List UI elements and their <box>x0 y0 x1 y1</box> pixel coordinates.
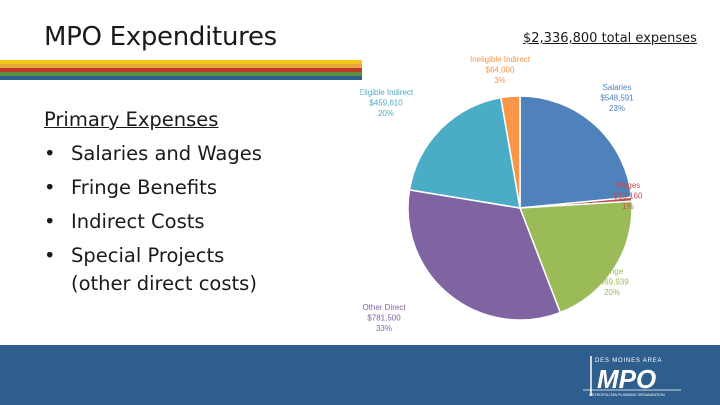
data-label-category: Salaries <box>603 83 632 92</box>
slide-title: MPO Expenditures <box>44 22 277 52</box>
list-item: • Indirect Costs <box>44 205 262 239</box>
list-item: • Salaries and Wages <box>44 137 262 171</box>
data-label-category: Fringe <box>601 267 624 276</box>
data-label-category: Ineligible Indirect <box>470 55 531 64</box>
data-label-category: Other Direct <box>362 303 406 312</box>
primary-expenses-heading: Primary Expenses <box>44 108 219 131</box>
bullet-dot: • <box>44 176 56 199</box>
decorative-stripes <box>0 60 362 80</box>
list-item-label: Indirect Costs <box>71 210 205 233</box>
stripe-3 <box>0 68 362 72</box>
stripe-1 <box>0 60 362 64</box>
bullet-dot: • <box>44 142 56 165</box>
primary-expenses-list: Primary Expenses • Salaries and Wages • Fr… <box>44 103 262 301</box>
pie-slice-fringe <box>518 200 633 314</box>
bullet-dot: • <box>44 210 56 233</box>
data-label-value: $459,610 <box>369 99 403 108</box>
data-label-percent: 1% <box>622 202 634 211</box>
data-label-value: $13,160 <box>614 192 643 201</box>
data-label-percent: 20% <box>378 109 394 118</box>
data-label-percent: 23% <box>609 104 625 113</box>
total-expenses-label: $2,336,800 total expenses <box>523 31 697 46</box>
data-label-percent: 20% <box>604 288 620 297</box>
stripe-5 <box>0 76 362 80</box>
data-label-value: $781,500 <box>367 314 401 323</box>
data-label-percent: 33% <box>376 324 392 333</box>
list-item-continuation: (other direct costs) <box>71 272 257 295</box>
pie-slice-other-direct <box>407 188 562 321</box>
list-item: • Special Projects <box>44 239 262 273</box>
list-item: • Fringe Benefits <box>44 171 262 205</box>
pie-slice-ineligible-indirect <box>499 95 521 209</box>
pie-slice-salaries <box>519 95 633 209</box>
data-label-value: $548,591 <box>600 94 634 103</box>
logo-main-text: MPO <box>597 364 656 394</box>
logo-top-text: DES MOINES AREA <box>595 358 662 364</box>
stripe-4 <box>0 72 362 76</box>
stripe-2 <box>0 64 362 68</box>
mpo-logo: DES MOINES AREA MPO METROPOLITAN PLANNIN… <box>583 356 681 397</box>
pie-slice-eligible-indirect <box>408 96 521 209</box>
list-item-label: Special Projects <box>71 244 225 267</box>
logo-sub-text: METROPOLITAN PLANNING ORGANIZATION <box>589 393 665 397</box>
data-label-percent: 3% <box>494 76 506 85</box>
footer-band <box>0 345 720 405</box>
list-item-label: Salaries and Wages <box>71 142 262 165</box>
data-label-category: Wages <box>616 181 641 190</box>
data-label-category: Eligible Indirect <box>360 88 414 97</box>
list-item-label: Fringe Benefits <box>71 176 217 199</box>
data-label-value: $469,939 <box>595 278 629 287</box>
bullet-dot: • <box>44 244 56 267</box>
data-label-value: $64,000 <box>486 66 515 75</box>
